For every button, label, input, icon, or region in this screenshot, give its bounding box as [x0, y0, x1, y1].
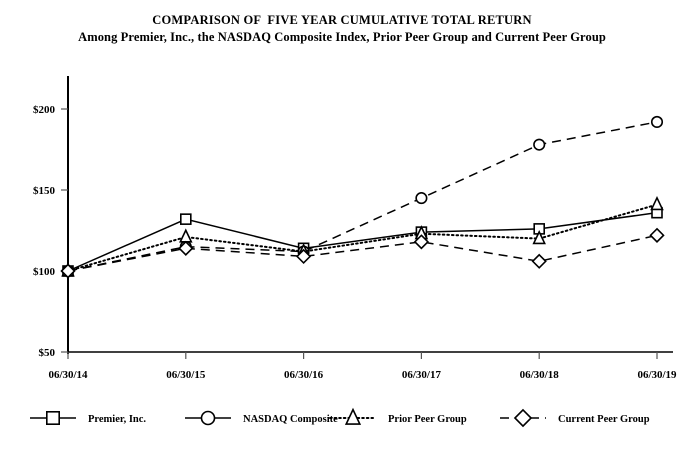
legend-label: Prior Peer Group	[388, 414, 467, 425]
y-tick-label: $50	[39, 347, 56, 359]
diamond-marker	[531, 253, 547, 269]
chart-legend: Premier, Inc. NASDAQ Composite Prior Peer …	[30, 407, 650, 428]
triangle-marker	[532, 229, 546, 245]
triangle-marker	[344, 407, 362, 425]
data-series-layer	[60, 115, 665, 279]
square-marker	[45, 410, 60, 425]
triangle-marker	[179, 228, 193, 243]
circle-marker	[650, 115, 664, 129]
legend-item-current-peer-group[interactable]: Current Peer Group	[500, 408, 650, 428]
legend-label: Premier, Inc.	[88, 414, 146, 425]
circle-marker	[533, 138, 546, 151]
y-tick-label: $150	[33, 185, 56, 197]
page-title: COMPARISON OF FIVE YEAR CUMULATIVE TOTAL…	[152, 13, 532, 27]
chart-subtitle: Among Premier, Inc., the NASDAQ Composit…	[78, 30, 606, 44]
legend-item-prior-peer-group[interactable]: Prior Peer Group	[329, 407, 467, 425]
y-tick-label: $100	[33, 266, 56, 278]
x-tick-label: 06/30/15	[166, 369, 206, 381]
triangle-marker	[650, 195, 664, 211]
diamond-marker	[295, 248, 312, 265]
diamond-marker	[178, 240, 194, 256]
series-line	[67, 203, 658, 272]
legend-label: Current Peer Group	[558, 414, 650, 425]
diamond-marker	[649, 227, 665, 243]
series-line	[67, 234, 658, 272]
series-line	[67, 121, 658, 272]
circle-marker	[200, 410, 216, 426]
chart-title-block: COMPARISON OF FIVE YEAR CUMULATIVE TOTAL…	[0, 12, 684, 46]
series-line	[67, 211, 658, 272]
series-nasdaq-composite	[61, 115, 664, 278]
x-tick-label: 06/30/19	[637, 369, 677, 381]
diamond-marker	[60, 263, 76, 279]
diamond-marker	[513, 408, 533, 428]
series-current-peer-group	[60, 227, 665, 279]
x-tick-label: 06/30/17	[402, 369, 442, 381]
x-tick-label: 06/30/16	[284, 369, 324, 381]
y-tick-label: $200	[33, 104, 56, 116]
circle-marker	[415, 192, 428, 205]
chart-axes	[67, 76, 673, 354]
legend-item-premier-inc[interactable]: Premier, Inc.	[30, 410, 146, 425]
legend-item-nasdaq-composite[interactable]: NASDAQ Composite	[185, 410, 338, 426]
square-marker	[180, 213, 192, 225]
y-axis-ticks: $50 $100 $150 $200	[33, 104, 68, 359]
legend-label: NASDAQ Composite	[243, 414, 338, 425]
x-tick-label: 06/30/14	[48, 369, 88, 381]
diamond-marker	[413, 234, 430, 250]
x-axis-ticks: 06/30/14 06/30/15 06/30/16 06/30/17 06/30/18…	[48, 352, 677, 381]
x-tick-label: 06/30/18	[520, 369, 560, 381]
series-prior-peer-group	[61, 195, 664, 277]
